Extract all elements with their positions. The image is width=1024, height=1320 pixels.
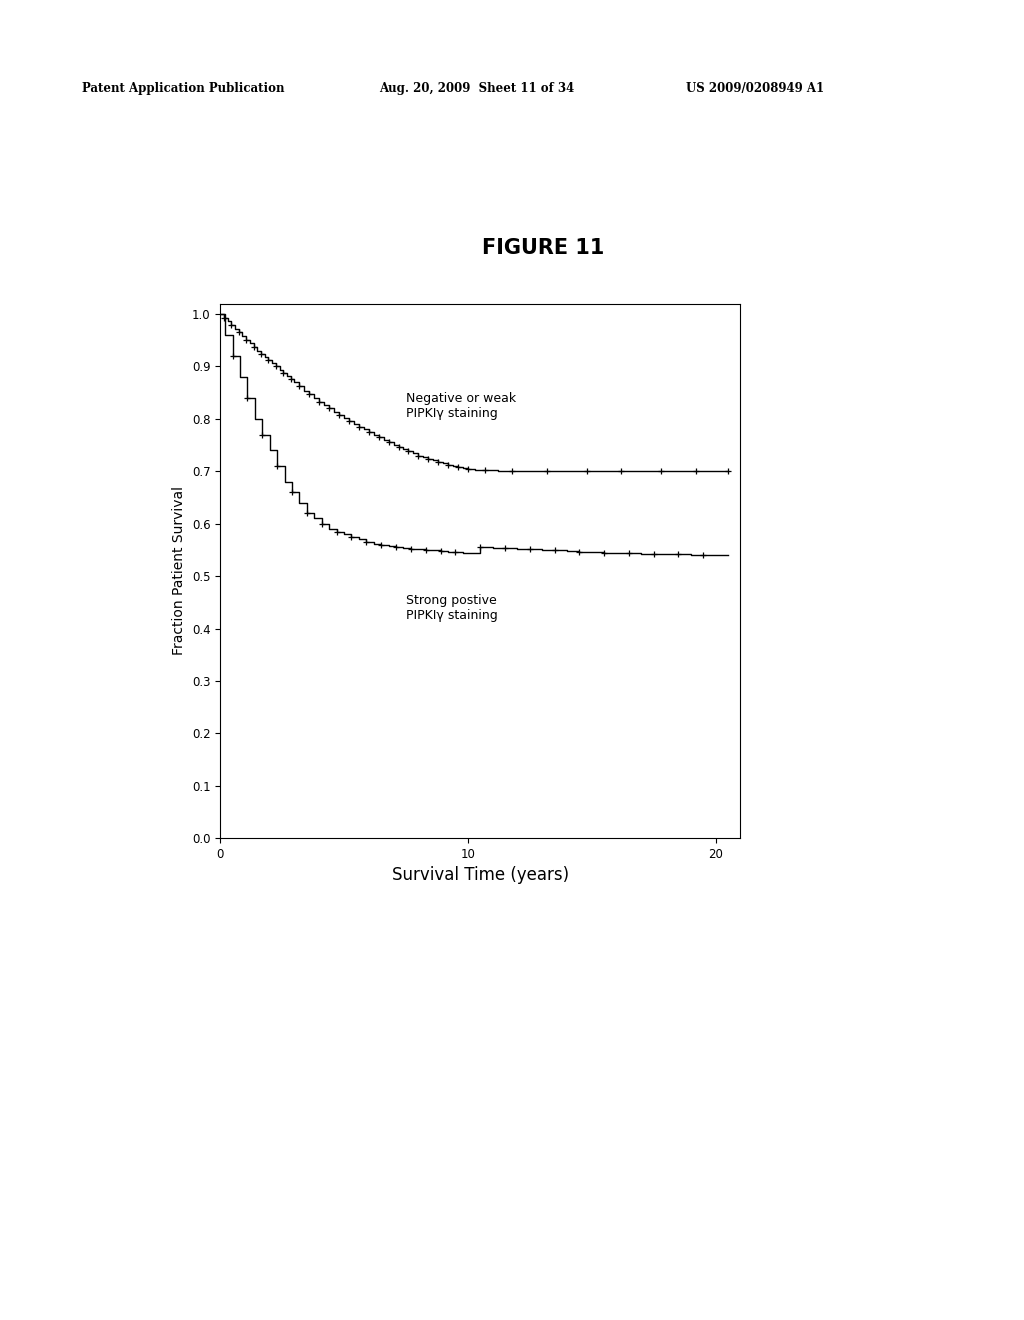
Text: US 2009/0208949 A1: US 2009/0208949 A1: [686, 82, 824, 95]
Text: Negative or weak
PIPKIγ staining: Negative or weak PIPKIγ staining: [406, 392, 516, 420]
X-axis label: Survival Time (years): Survival Time (years): [392, 866, 568, 884]
Y-axis label: Fraction Patient Survival: Fraction Patient Survival: [172, 486, 186, 656]
Text: Strong postive
PIPKIγ staining: Strong postive PIPKIγ staining: [406, 594, 498, 622]
Text: Aug. 20, 2009  Sheet 11 of 34: Aug. 20, 2009 Sheet 11 of 34: [379, 82, 574, 95]
Text: FIGURE 11: FIGURE 11: [481, 238, 604, 257]
Text: Patent Application Publication: Patent Application Publication: [82, 82, 285, 95]
